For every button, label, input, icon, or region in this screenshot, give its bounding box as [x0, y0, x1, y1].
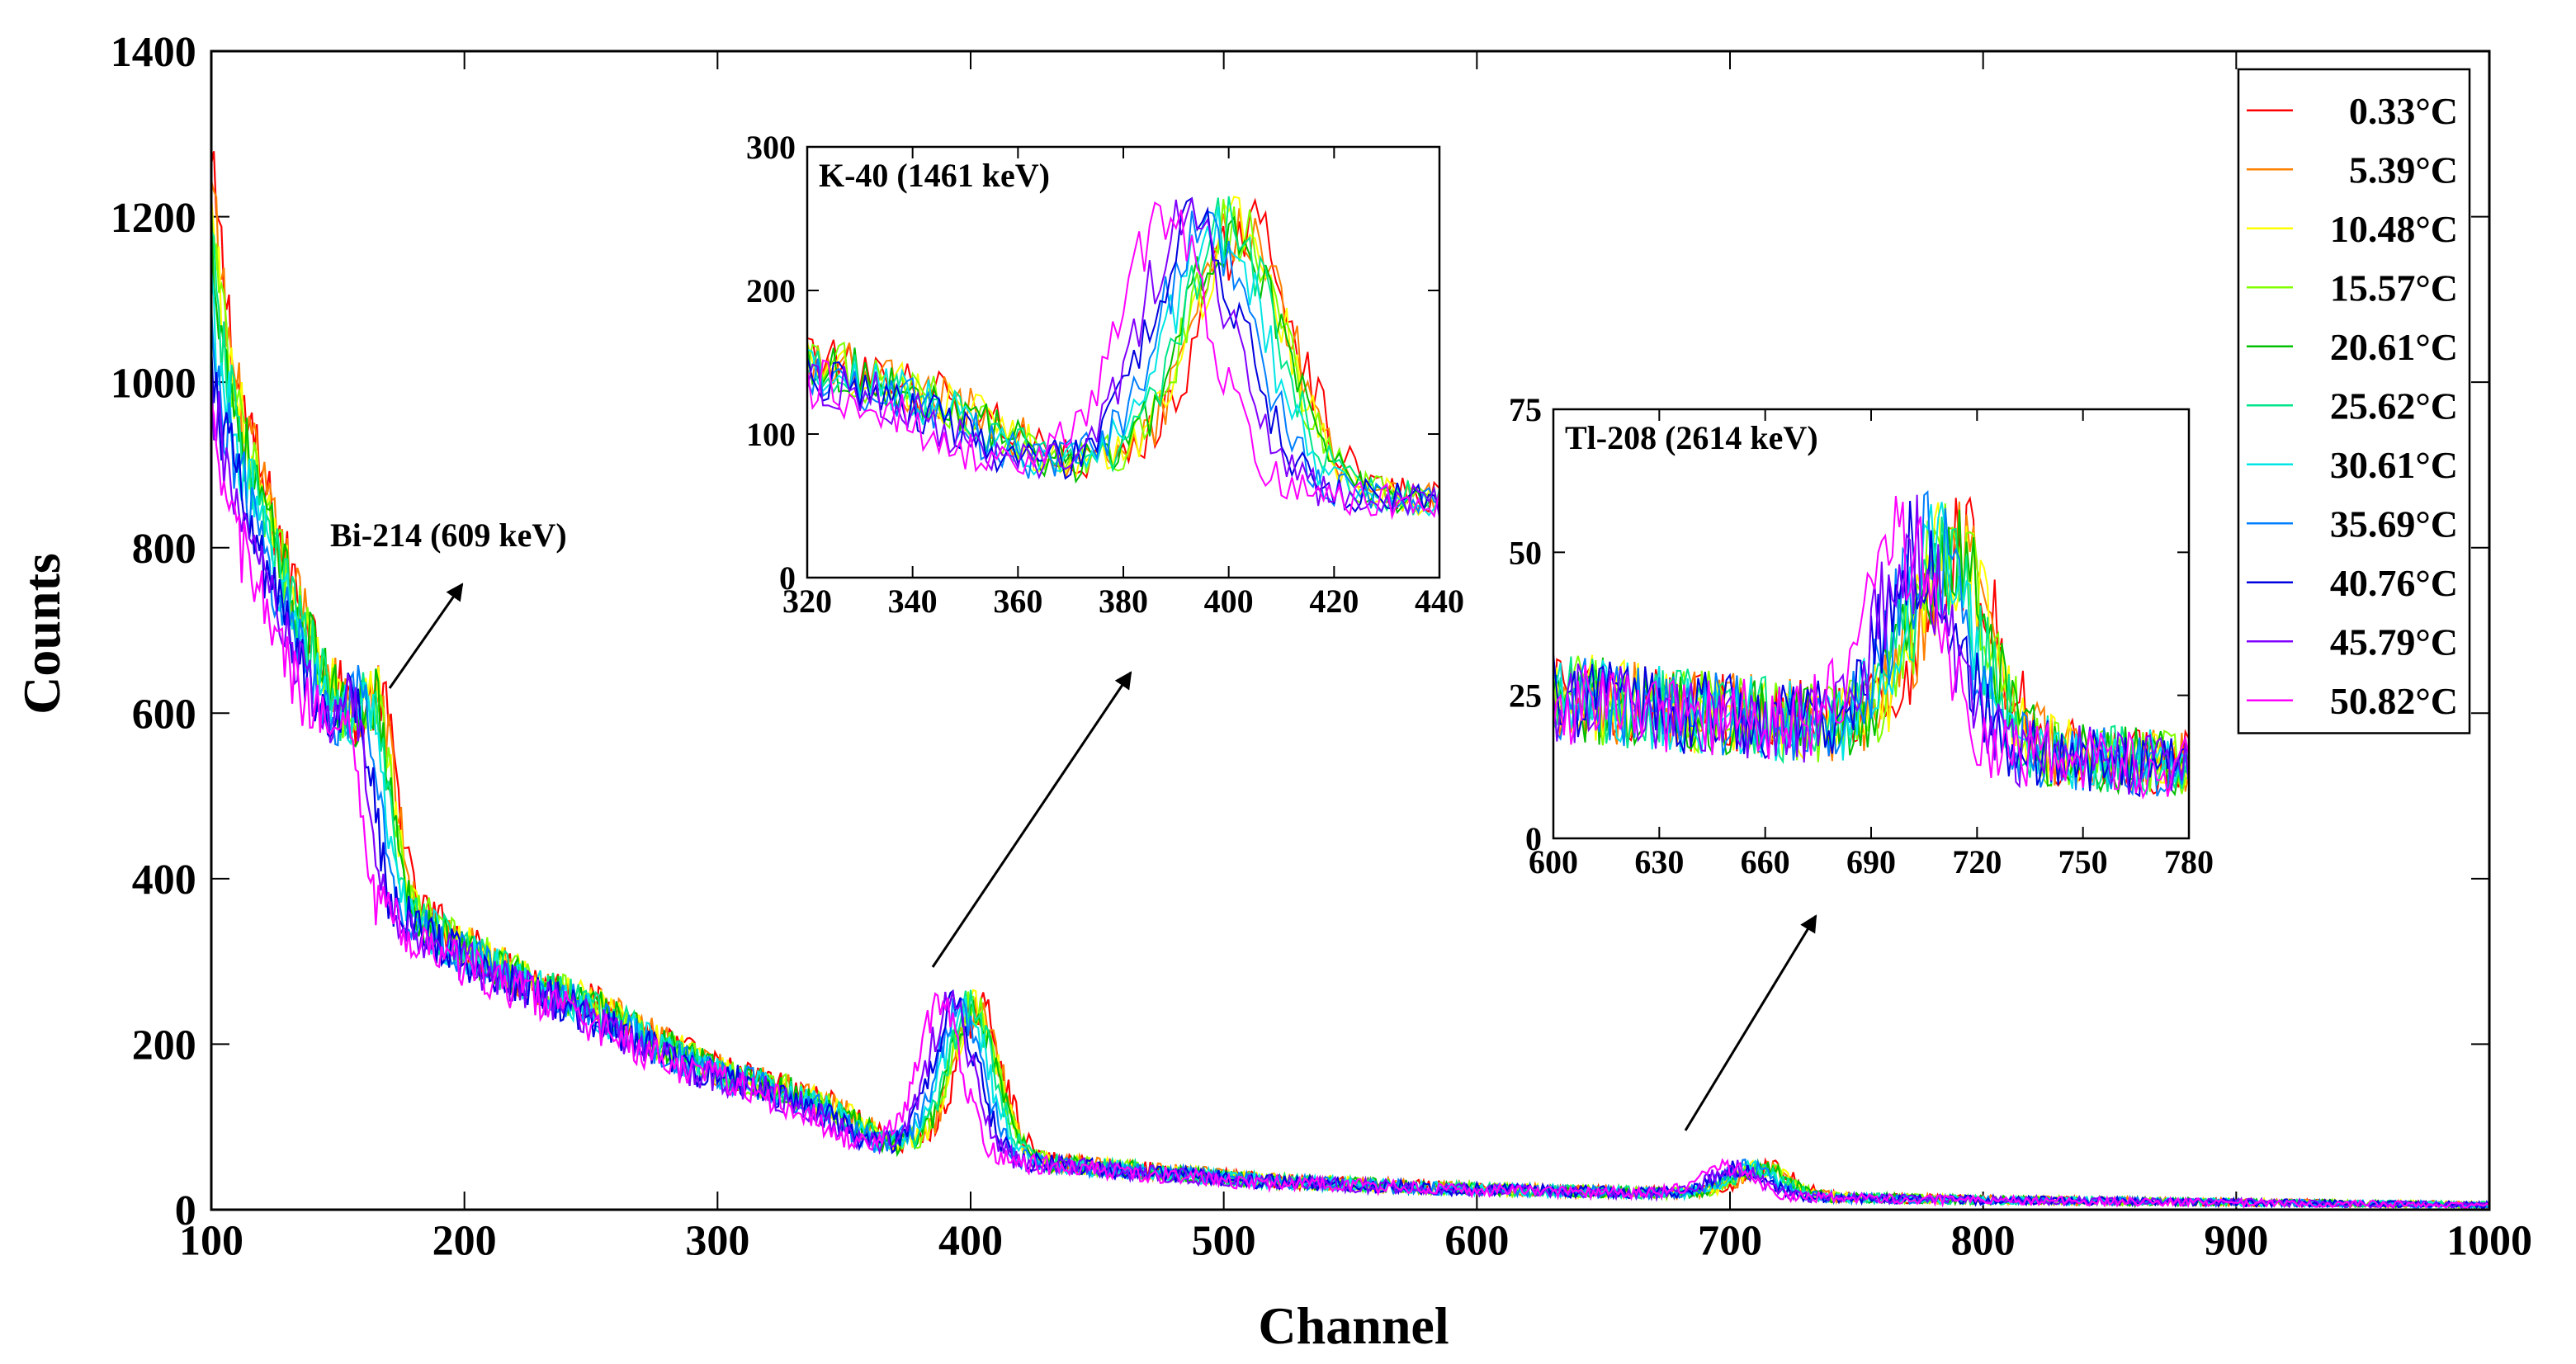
inset-k40-x-tick-label: 400	[1204, 583, 1254, 620]
legend: 0.33°C 5.39°C 10.48°C 15.57°C 20.61°C 25.62°C…	[2237, 68, 2471, 734]
inset-tl208-frame	[1552, 408, 2191, 840]
inset-k40-x-tick-label: 420	[1309, 583, 1359, 620]
inset-k40-series-15.57°C	[807, 199, 1439, 510]
main-x-tick-label: 400	[938, 1218, 1003, 1265]
y-axis-label: Counts	[12, 553, 71, 715]
inset-k40-series-40.76°C	[807, 196, 1439, 513]
inset-k40-x-tick-label: 340	[888, 583, 938, 620]
legend-entry: 35.69°C	[2330, 503, 2458, 545]
arrow-tl208	[1684, 914, 1817, 1131]
main-y-tick-label: 1000	[111, 360, 196, 407]
main-x-tick-label: 800	[1951, 1218, 2016, 1265]
main-x-tick-label: 500	[1192, 1218, 1256, 1265]
inset-tl208-x-tick-label: 750	[2058, 843, 2108, 880]
inset-k40-x-tick-label: 360	[993, 583, 1042, 620]
inset-k40-series-50.82°C	[807, 201, 1439, 521]
inset-tl208-x-tick-label: 690	[1846, 843, 1896, 880]
x-axis-label: Channel	[1258, 1296, 1449, 1355]
main-y-tick-label: 0	[175, 1187, 196, 1234]
inset-tl208-x-tick-label: 600	[1529, 843, 1578, 880]
inset-tl208-y-tick-label: 0	[1525, 820, 1542, 857]
inset-tl208-x-tick-label: 780	[2164, 843, 2214, 880]
main-x-tick-label: 1000	[2446, 1218, 2532, 1265]
inset-tl208-series-10.48°C	[1553, 502, 2189, 793]
inset-k40-y-tick-label: 0	[779, 559, 796, 597]
legend-entry: 5.39°C	[2349, 149, 2458, 191]
main-x-tick-label: 700	[1698, 1218, 1762, 1265]
inset-k40-frame	[806, 145, 1441, 579]
main-y-tick-label: 1200	[111, 195, 196, 242]
main-y-tick-label: 600	[132, 691, 196, 738]
main-x-tick-label: 900	[2204, 1218, 2268, 1265]
main-x-tick-label: 200	[432, 1218, 497, 1265]
inset-tl208-x-tick-label: 720	[1952, 843, 2002, 880]
inset-tl208-series-35.69°C	[1553, 489, 2189, 797]
main-y-tick-label: 200	[132, 1022, 196, 1069]
legend-entry: 25.62°C	[2330, 385, 2458, 427]
legend-entry: 20.61°C	[2330, 326, 2458, 368]
inset-tl208: 600 630 660 690 720 750 780 0 25 50 75 Tl-208 (2614…	[1509, 391, 2214, 880]
series-line-50.82°C	[210, 401, 2489, 1210]
legend-box	[2237, 68, 2471, 734]
legend-entry: 45.79°C	[2330, 621, 2458, 663]
main-y-tick-label: 800	[132, 526, 196, 573]
inset-k40-x-tick-label: 440	[1415, 583, 1464, 620]
legend-entry: 10.48°C	[2330, 208, 2458, 250]
main-x-tick-label: 600	[1444, 1218, 1509, 1265]
main-x-tick-label: 100	[179, 1218, 243, 1265]
inset-k40-series-35.69°C	[807, 210, 1439, 517]
legend-entry: 15.57°C	[2330, 267, 2458, 309]
inset-tl208-series-45.79°C	[1553, 494, 2189, 795]
main-x-tick-label: 300	[685, 1218, 749, 1265]
inset-k40-y-tick-label: 300	[746, 129, 796, 166]
inset-k40-y-tick-label: 200	[746, 272, 796, 309]
arrow-bi214	[388, 583, 464, 689]
inset-tl208-y-tick-label: 50	[1509, 534, 1542, 571]
inset-tl208-y-tick-label: 25	[1509, 677, 1542, 715]
annotations: Bi-214 (609 keV)	[330, 517, 1817, 1131]
annotation-bi214: Bi-214 (609 keV)	[330, 517, 567, 554]
main-series-group	[210, 151, 2490, 1211]
inset-tl208-y-tick-label: 75	[1509, 391, 1542, 428]
inset-tl208-x-tick-label: 660	[1741, 843, 1790, 880]
inset-tl208-series-50.82°C	[1553, 495, 2189, 800]
main-frame	[210, 50, 2491, 1211]
legend-entry: 0.33°C	[2349, 90, 2458, 132]
inset-k40: 320 340 360 380 400 420 440 0 100 200 300 K-40 (146…	[746, 129, 1464, 620]
main-y-tick-label: 1400	[111, 29, 196, 76]
inset-tl208-series-group	[1553, 489, 2189, 800]
inset-k40-title: K-40 (1461 keV)	[819, 157, 1050, 194]
inset-k40-y-tick-label: 100	[746, 416, 796, 453]
legend-entry: 40.76°C	[2330, 562, 2458, 604]
inset-k40-series-group	[807, 196, 1439, 521]
inset-tl208-title: Tl-208 (2614 keV)	[1565, 419, 1818, 456]
inset-k40-series-30.61°C	[807, 206, 1439, 517]
arrow-k40	[931, 671, 1132, 968]
main-plot-frame	[210, 50, 2491, 1211]
main-y-tick-label: 400	[132, 857, 196, 904]
legend-entry: 30.61°C	[2330, 444, 2458, 486]
inset-tl208-x-tick-label: 630	[1634, 843, 1684, 880]
legend-entry: 50.82°C	[2330, 680, 2458, 722]
inset-k40-x-tick-label: 320	[782, 583, 832, 620]
inset-k40-x-tick-label: 380	[1099, 583, 1148, 620]
